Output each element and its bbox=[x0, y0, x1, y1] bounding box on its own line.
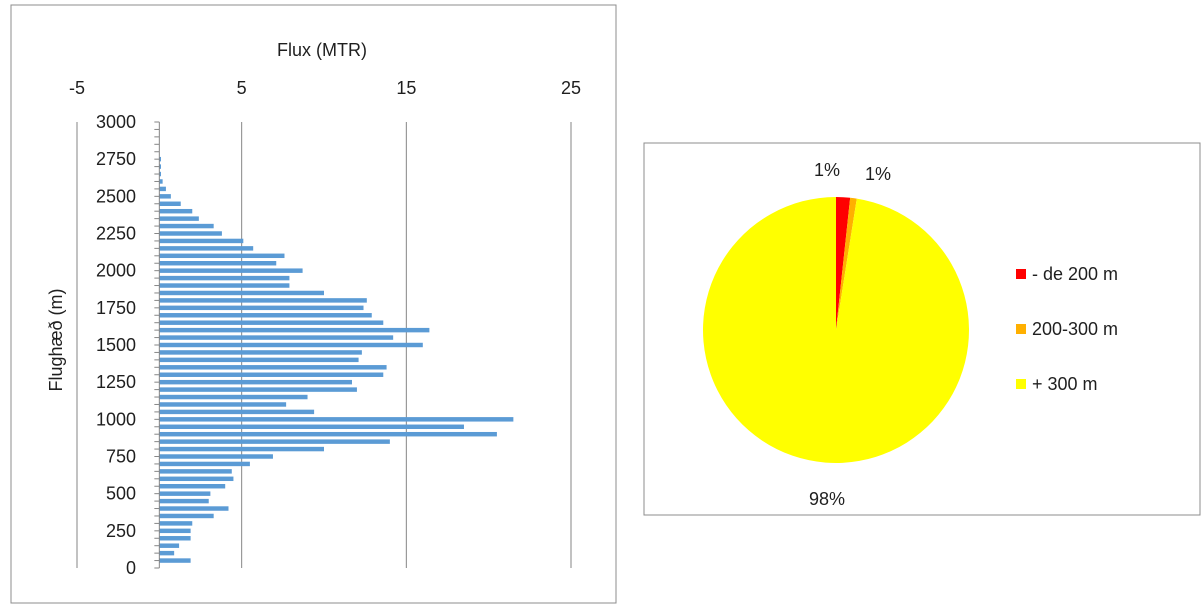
y-axis-label: Flughæð (m) bbox=[46, 288, 66, 391]
bar bbox=[159, 558, 191, 563]
x-tick-label: 25 bbox=[561, 78, 581, 98]
bar-marks bbox=[159, 156, 514, 563]
bar bbox=[159, 528, 191, 534]
bar-chart-title: Flux (MTR) bbox=[277, 40, 367, 60]
bar bbox=[159, 194, 171, 199]
bar bbox=[159, 342, 423, 348]
bar bbox=[159, 506, 229, 511]
y-tick-label: 2750 bbox=[96, 149, 136, 169]
bar bbox=[159, 298, 367, 303]
bar bbox=[159, 491, 211, 496]
bar bbox=[159, 283, 290, 288]
bar bbox=[159, 521, 193, 526]
bar bbox=[159, 394, 308, 400]
bar bbox=[159, 402, 287, 407]
x-tick-label: -5 bbox=[69, 78, 85, 98]
y-tick-label: 2250 bbox=[96, 224, 136, 244]
bar bbox=[159, 275, 290, 281]
bar bbox=[159, 454, 273, 459]
y-tick-label: 1500 bbox=[96, 335, 136, 355]
y-tick-label: 2000 bbox=[96, 261, 136, 281]
bar bbox=[159, 261, 277, 266]
y-tick-label: 500 bbox=[106, 484, 136, 504]
bar bbox=[159, 469, 232, 474]
y-tick-label: 0 bbox=[126, 558, 136, 578]
bar bbox=[159, 417, 514, 422]
y-tick-label: 250 bbox=[106, 521, 136, 541]
bar bbox=[159, 238, 244, 244]
bar bbox=[159, 461, 250, 467]
bar bbox=[159, 313, 372, 318]
bar bbox=[159, 387, 357, 392]
bar bbox=[159, 543, 180, 548]
bar bbox=[159, 201, 181, 206]
bar bbox=[159, 409, 315, 415]
bar bbox=[159, 216, 199, 221]
x-tick-labels: -5 5 15 25 bbox=[69, 78, 581, 98]
bar bbox=[159, 290, 324, 296]
bar bbox=[159, 446, 324, 452]
bar bbox=[159, 513, 214, 519]
y-tick-labels: 0 250 500 750 1000 1250 1500 1750 2000 2250 2500 27… bbox=[96, 112, 136, 578]
y-tick-label: 2500 bbox=[96, 186, 136, 206]
bar bbox=[159, 372, 384, 377]
bar bbox=[159, 350, 362, 355]
bar bbox=[159, 431, 497, 437]
bar bbox=[159, 498, 209, 504]
bar bbox=[159, 231, 222, 236]
y-tick-label: 3000 bbox=[96, 112, 136, 132]
y-tick-label: 1250 bbox=[96, 372, 136, 392]
bar bbox=[159, 156, 161, 162]
y-tick-label: 750 bbox=[106, 447, 136, 467]
bar bbox=[159, 186, 166, 192]
bar bbox=[159, 335, 394, 340]
x-tick-label: 5 bbox=[237, 78, 247, 98]
bar-axes bbox=[154, 121, 160, 569]
bar bbox=[159, 208, 193, 214]
bar bbox=[159, 253, 285, 259]
bar bbox=[159, 357, 359, 363]
bar bbox=[159, 424, 464, 429]
bar bbox=[159, 246, 254, 251]
bar bbox=[159, 439, 390, 444]
bar bbox=[159, 179, 163, 184]
bar bbox=[159, 327, 430, 333]
bar bbox=[159, 320, 384, 325]
bar-chart-frame bbox=[10, 4, 617, 604]
bar bbox=[159, 550, 175, 556]
bar bbox=[159, 268, 303, 273]
bar bbox=[159, 365, 387, 370]
x-tick-label: 15 bbox=[396, 78, 416, 98]
y-tick-label: 1000 bbox=[96, 409, 136, 429]
y-tick-label: 1750 bbox=[96, 298, 136, 318]
bar bbox=[159, 305, 364, 311]
bar bbox=[159, 484, 226, 489]
bar bbox=[159, 171, 161, 177]
bar bbox=[159, 164, 161, 169]
bar bbox=[159, 536, 191, 541]
bar bbox=[159, 379, 352, 385]
bar bbox=[159, 476, 234, 482]
bar bbox=[159, 223, 214, 229]
